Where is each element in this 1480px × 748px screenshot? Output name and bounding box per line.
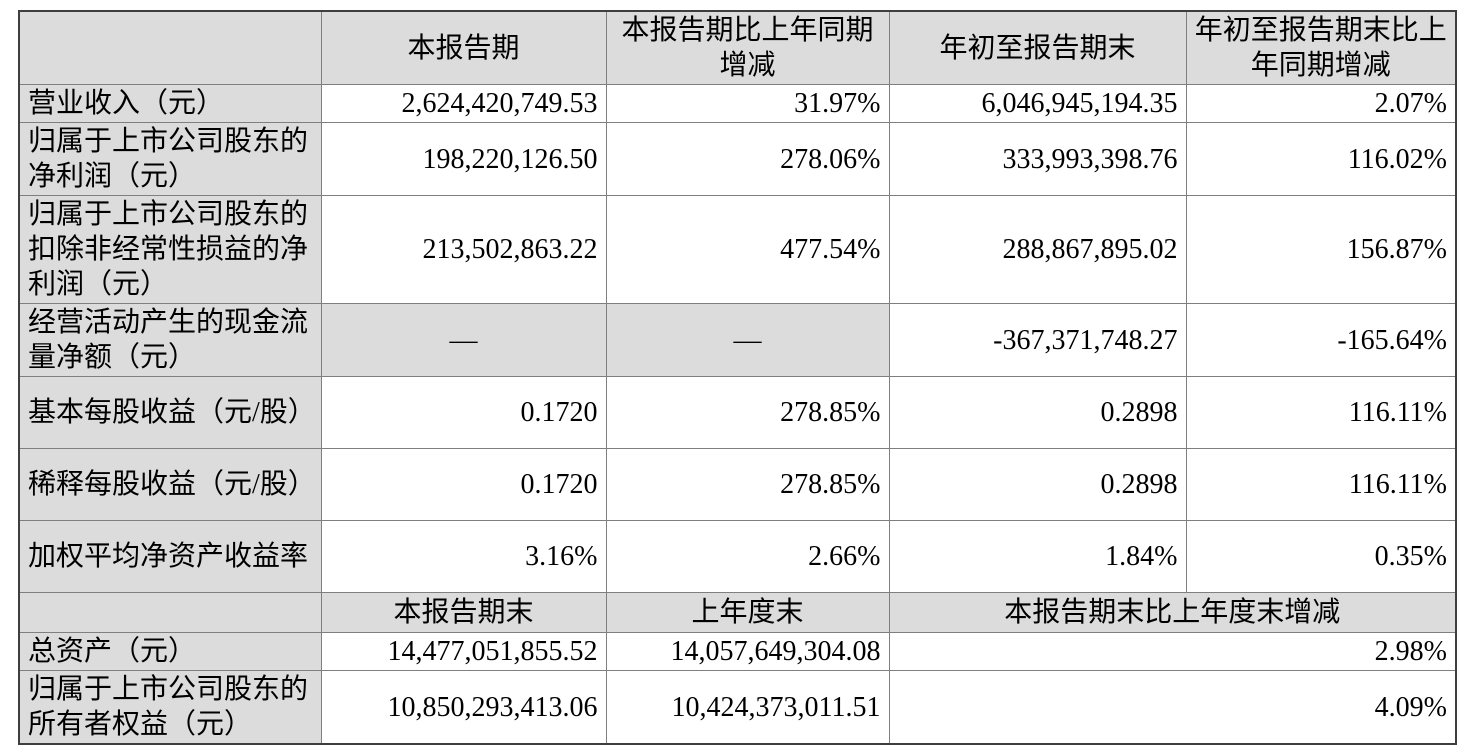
cell-ytd: 288,867,895.02 bbox=[888, 195, 1187, 304]
cell-yoy: 278.06% bbox=[605, 122, 890, 196]
cell-ytd: 6,046,945,194.35 bbox=[888, 84, 1187, 123]
row-label: 经营活动产生的现金流量净额（元） bbox=[18, 303, 322, 377]
header-ytd: 年初至报告期末 bbox=[888, 10, 1187, 85]
row-net-profit-excl-nonrecurring: 归属于上市公司股东的扣除非经常性损益的净利润（元） 213,502,863.22… bbox=[18, 195, 1457, 304]
header-ytd-yoy: 年初至报告期末比上年同期增减 bbox=[1185, 10, 1457, 85]
period-end-header-row: 本报告期末 上年度末 本报告期末比上年度末增减 bbox=[18, 592, 1457, 633]
cell-ytd: 1.84% bbox=[888, 520, 1187, 593]
cell-current: 0.1720 bbox=[320, 376, 607, 449]
cell-yoy: 31.97% bbox=[605, 84, 890, 123]
cell-ytd: -367,371,748.27 bbox=[888, 303, 1187, 377]
cell-ytd-yoy: 116.11% bbox=[1185, 376, 1457, 449]
cell-yoy-dash: — bbox=[605, 303, 890, 377]
cell-ytd-yoy: 2.07% bbox=[1185, 84, 1457, 123]
row-label: 加权平均净资产收益率 bbox=[18, 520, 322, 593]
row-label: 归属于上市公司股东的净利润（元） bbox=[18, 122, 322, 196]
row-label: 归属于上市公司股东的扣除非经常性损益的净利润（元） bbox=[18, 195, 322, 304]
cell-ytd-yoy: -165.64% bbox=[1185, 303, 1457, 377]
row-diluted-eps: 稀释每股收益（元/股） 0.1720 278.85% 0.2898 116.11… bbox=[18, 448, 1457, 521]
row-label: 稀释每股收益（元/股） bbox=[18, 448, 322, 521]
cell-yoy: 278.85% bbox=[605, 448, 890, 521]
cell-ytd: 0.2898 bbox=[888, 376, 1187, 449]
header-change-vs-prev-year-end: 本报告期末比上年度末增减 bbox=[888, 592, 1457, 633]
header-period-end: 本报告期末 bbox=[320, 592, 607, 633]
row-operating-revenue: 营业收入（元） 2,624,420,749.53 31.97% 6,046,94… bbox=[18, 84, 1457, 123]
cell-current: 2,624,420,749.53 bbox=[320, 84, 607, 123]
key-financials-table: 本报告期 本报告期比上年同期增减 年初至报告期末 年初至报告期末比上年同期增减 … bbox=[18, 10, 1457, 745]
cell-current: 198,220,126.50 bbox=[320, 122, 607, 196]
cell-ytd-yoy: 0.35% bbox=[1185, 520, 1457, 593]
header-current-period: 本报告期 bbox=[320, 10, 607, 85]
cell-ytd-yoy: 156.87% bbox=[1185, 195, 1457, 304]
row-total-assets: 总资产（元） 14,477,051,855.52 14,057,649,304.… bbox=[18, 632, 1457, 671]
row-basic-eps: 基本每股收益（元/股） 0.1720 278.85% 0.2898 116.11… bbox=[18, 376, 1457, 449]
cell-ytd-yoy: 116.02% bbox=[1185, 122, 1457, 196]
cell-prev-year-end: 14,057,649,304.08 bbox=[605, 632, 890, 671]
cell-yoy: 477.54% bbox=[605, 195, 890, 304]
row-weighted-avg-roe: 加权平均净资产收益率 3.16% 2.66% 1.84% 0.35% bbox=[18, 520, 1457, 593]
cell-ytd: 333,993,398.76 bbox=[888, 122, 1187, 196]
header-blank-cell bbox=[18, 10, 322, 85]
cell-prev-year-end: 10,424,373,011.51 bbox=[605, 670, 890, 745]
header-prev-year-end: 上年度末 bbox=[605, 592, 890, 633]
row-net-profit-attributable: 归属于上市公司股东的净利润（元） 198,220,126.50 278.06% … bbox=[18, 122, 1457, 196]
cell-yoy: 278.85% bbox=[605, 376, 890, 449]
row-label: 基本每股收益（元/股） bbox=[18, 376, 322, 449]
cell-current: 0.1720 bbox=[320, 448, 607, 521]
cell-current-dash: — bbox=[320, 303, 607, 377]
cell-change: 4.09% bbox=[888, 670, 1457, 745]
cell-ytd-yoy: 116.11% bbox=[1185, 448, 1457, 521]
cell-period-end: 14,477,051,855.52 bbox=[320, 632, 607, 671]
cell-change: 2.98% bbox=[888, 632, 1457, 671]
cell-current: 3.16% bbox=[320, 520, 607, 593]
period-header-row: 本报告期 本报告期比上年同期增减 年初至报告期末 年初至报告期末比上年同期增减 bbox=[18, 10, 1457, 85]
row-equity-attributable: 归属于上市公司股东的所有者权益（元） 10,850,293,413.06 10,… bbox=[18, 670, 1457, 745]
row-label: 归属于上市公司股东的所有者权益（元） bbox=[18, 670, 322, 745]
header-blank-cell bbox=[18, 592, 322, 633]
row-operating-cash-flow: 经营活动产生的现金流量净额（元） — — -367,371,748.27 -16… bbox=[18, 303, 1457, 377]
cell-period-end: 10,850,293,413.06 bbox=[320, 670, 607, 745]
header-current-period-yoy: 本报告期比上年同期增减 bbox=[605, 10, 890, 85]
cell-yoy: 2.66% bbox=[605, 520, 890, 593]
row-label: 营业收入（元） bbox=[18, 84, 322, 123]
cell-ytd: 0.2898 bbox=[888, 448, 1187, 521]
row-label: 总资产（元） bbox=[18, 632, 322, 671]
cell-current: 213,502,863.22 bbox=[320, 195, 607, 304]
